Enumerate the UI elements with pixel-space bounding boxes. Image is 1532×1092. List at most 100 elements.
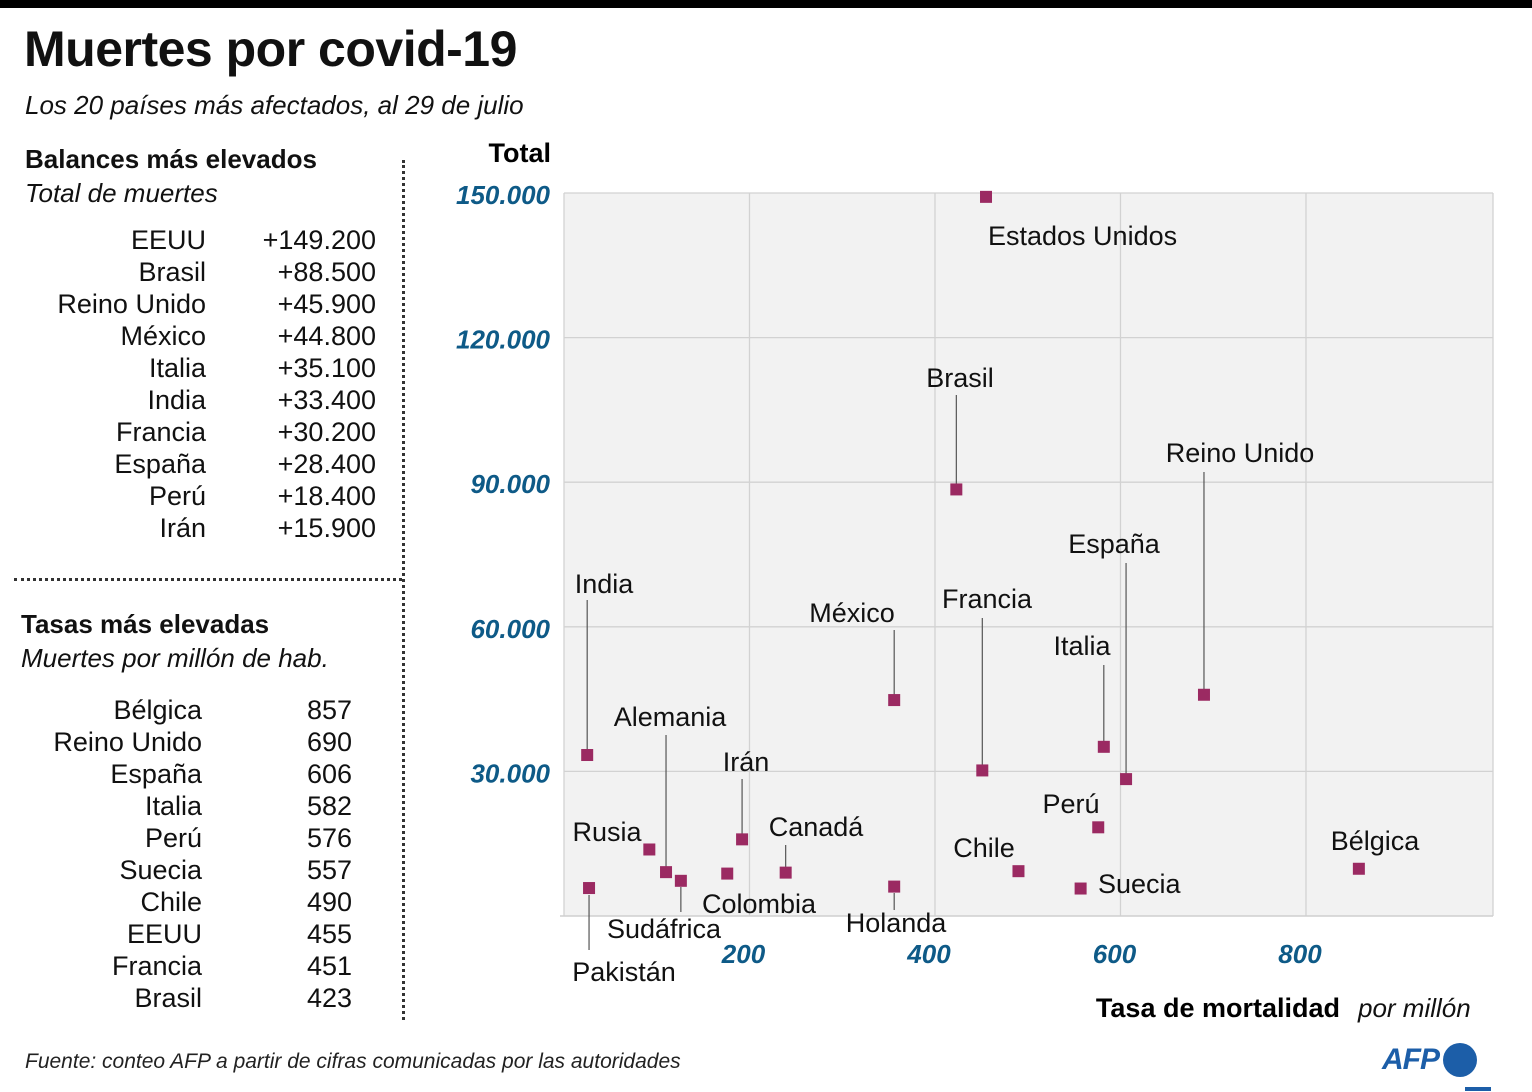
country-name: Perú [148, 481, 206, 511]
totals-heading: Balances más elevados [25, 144, 317, 174]
data-point [1012, 865, 1025, 878]
totals-subheading: Total de muertes [25, 178, 218, 208]
leader-lines [586, 395, 1205, 950]
point-label: Holanda [846, 908, 948, 938]
top-bar [0, 0, 1532, 8]
table-row: Reino Unido +45.900 [20, 288, 376, 320]
point-label: Francia [942, 584, 1033, 614]
data-point [660, 866, 673, 879]
table-row: España +28.400 [20, 448, 376, 480]
data-point [888, 880, 901, 893]
data-point [1352, 862, 1365, 875]
y-tick-label: 60.000 [470, 614, 550, 644]
column-divider [402, 160, 405, 1020]
table-row: Suecia 557 [20, 854, 352, 886]
country-name: España [114, 449, 206, 479]
point-label: España [1068, 529, 1161, 559]
country-value: +35.100 [277, 353, 376, 383]
table-row: Brasil +88.500 [20, 256, 376, 288]
data-point [674, 874, 687, 887]
country-value: 423 [306, 983, 352, 1013]
gridlines [560, 192, 1494, 917]
country-name: Irán [159, 513, 206, 543]
country-name: Italia [148, 353, 206, 383]
point-label: Bélgica [1331, 826, 1421, 856]
country-name: Bélgica [113, 695, 202, 725]
rates-subheading: Muertes por millón de hab. [21, 643, 329, 673]
country-name: Perú [144, 823, 202, 853]
x-axis-unit: por millón [1357, 993, 1471, 1023]
data-point [888, 694, 901, 707]
data-point [950, 483, 963, 496]
point-label: Sudáfrica [607, 914, 722, 944]
country-value: +28.400 [277, 449, 376, 479]
source-note: Fuente: conteo AFP a partir de cifras co… [25, 1050, 681, 1073]
x-tick-label: 400 [906, 939, 951, 969]
rates-heading: Tasas más elevadas [21, 609, 270, 639]
data-point [1092, 821, 1105, 834]
section-divider [14, 578, 402, 581]
country-value: +15.900 [277, 513, 376, 543]
point-label: Colombia [702, 889, 817, 919]
table-row: EEUU 455 [20, 918, 352, 950]
totals-table: EEUU +149.200 Brasil +88.500 Reino Unido +45.… [20, 224, 376, 544]
country-name: Reino Unido [53, 727, 202, 757]
country-value: 576 [306, 823, 352, 853]
data-point [1197, 688, 1210, 701]
country-name: Reino Unido [57, 289, 206, 319]
point-label: Italia [1053, 631, 1111, 661]
data-point [1120, 773, 1133, 786]
country-name: India [147, 385, 206, 415]
country-name: EEUU [130, 225, 206, 255]
y-axis-ticks: 30.000 60.000 90.000 120.000 150.000 [456, 180, 551, 788]
country-value: 857 [306, 695, 352, 725]
table-row: Perú +18.400 [20, 480, 376, 512]
country-value: +149.200 [262, 225, 376, 255]
country-value: 557 [306, 855, 352, 885]
y-tick-label: 150.000 [456, 180, 551, 210]
data-point [1074, 882, 1087, 895]
point-label: Canadá [769, 812, 865, 842]
point-label: Brasil [926, 363, 994, 393]
data-points [581, 190, 1365, 895]
point-label: Pakistán [572, 957, 676, 987]
data-point [736, 833, 749, 846]
point-label: Suecia [1098, 869, 1182, 899]
country-name: España [110, 759, 202, 789]
data-point [583, 882, 596, 895]
table-row: Francia +30.200 [20, 416, 376, 448]
country-value: 451 [306, 951, 352, 981]
country-value: 490 [306, 887, 352, 917]
country-value: +88.500 [277, 257, 376, 287]
x-tick-label: 600 [1093, 939, 1137, 969]
table-row: Chile 490 [20, 886, 352, 918]
x-axis-title: Tasa de mortalidad [1096, 993, 1340, 1023]
y-tick-label: 30.000 [470, 758, 550, 788]
x-tick-label: 800 [1278, 939, 1322, 969]
afp-logo-dot-icon [1443, 1043, 1477, 1077]
country-value: 690 [306, 727, 352, 757]
country-value: +44.800 [277, 321, 376, 351]
table-row: Reino Unido 690 [20, 726, 352, 758]
data-point [1097, 740, 1110, 753]
country-name: Francia [111, 951, 202, 981]
table-row: Perú 576 [20, 822, 352, 854]
table-row: Bélgica 857 [20, 694, 352, 726]
table-row: India +33.400 [20, 384, 376, 416]
country-value: +33.400 [277, 385, 376, 415]
table-row: Brasil 423 [20, 982, 352, 1014]
country-value: +45.900 [277, 289, 376, 319]
country-name: México [120, 321, 206, 351]
country-value: 606 [306, 759, 352, 789]
page-subtitle: Los 20 países más afectados, al 29 de ju… [25, 90, 524, 120]
afp-logo-underline [1465, 1087, 1491, 1091]
point-label: India [575, 569, 635, 599]
country-value: 582 [306, 791, 352, 821]
country-name: EEUU [126, 919, 202, 949]
data-point [976, 764, 989, 777]
y-tick-label: 90.000 [470, 469, 550, 499]
point-label: Chile [953, 833, 1015, 863]
point-label: Estados Unidos [988, 221, 1177, 251]
country-value: +30.200 [277, 417, 376, 447]
